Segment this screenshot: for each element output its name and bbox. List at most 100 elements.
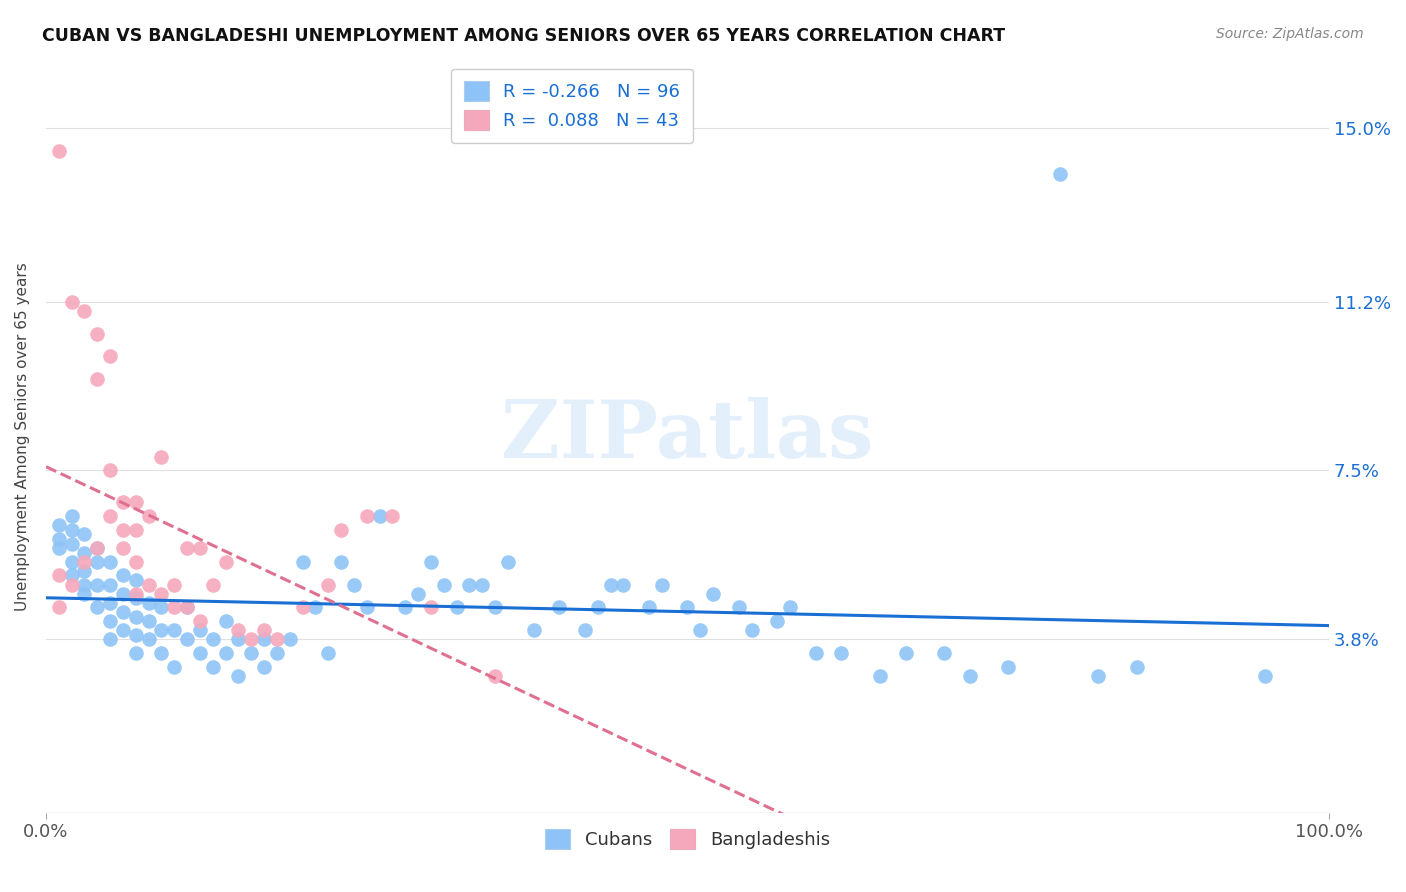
Point xyxy=(676,600,699,615)
Point xyxy=(188,646,211,660)
Point xyxy=(60,523,83,537)
Point xyxy=(48,518,70,533)
Point xyxy=(766,614,789,628)
Point xyxy=(394,600,416,615)
Point xyxy=(291,600,314,615)
Point xyxy=(266,646,288,660)
Point xyxy=(150,624,173,638)
Point xyxy=(176,632,198,647)
Point xyxy=(689,624,711,638)
Point xyxy=(997,660,1019,674)
Point xyxy=(612,577,634,591)
Point xyxy=(356,600,378,615)
Point xyxy=(73,587,96,601)
Point xyxy=(278,632,301,647)
Point xyxy=(484,600,506,615)
Point xyxy=(548,600,571,615)
Point xyxy=(111,568,134,582)
Point xyxy=(73,564,96,578)
Point xyxy=(163,600,186,615)
Point xyxy=(150,587,173,601)
Point xyxy=(176,541,198,555)
Point xyxy=(368,509,391,524)
Point xyxy=(125,495,148,509)
Point xyxy=(316,646,339,660)
Point xyxy=(98,509,121,524)
Point xyxy=(73,555,96,569)
Point xyxy=(86,372,108,386)
Legend: R = -0.266   N = 96, R =  0.088   N = 43: R = -0.266 N = 96, R = 0.088 N = 43 xyxy=(451,69,693,143)
Point xyxy=(253,624,276,638)
Point xyxy=(651,577,673,591)
Point xyxy=(266,632,288,647)
Point xyxy=(356,509,378,524)
Point xyxy=(959,669,981,683)
Point xyxy=(419,555,441,569)
Point xyxy=(599,577,621,591)
Point xyxy=(60,555,83,569)
Point xyxy=(125,646,148,660)
Point xyxy=(574,624,596,638)
Point xyxy=(98,596,121,610)
Point xyxy=(48,541,70,555)
Point xyxy=(586,600,609,615)
Point xyxy=(214,646,236,660)
Point xyxy=(111,605,134,619)
Point xyxy=(138,632,160,647)
Point xyxy=(60,536,83,550)
Y-axis label: Unemployment Among Seniors over 65 years: Unemployment Among Seniors over 65 years xyxy=(15,262,30,611)
Point xyxy=(60,577,83,591)
Point xyxy=(330,523,353,537)
Point xyxy=(1254,669,1277,683)
Point xyxy=(228,624,250,638)
Point xyxy=(48,568,70,582)
Point xyxy=(150,646,173,660)
Point xyxy=(1125,660,1147,674)
Point xyxy=(316,577,339,591)
Point xyxy=(86,326,108,341)
Point xyxy=(471,577,494,591)
Point xyxy=(60,294,83,309)
Point xyxy=(484,669,506,683)
Point xyxy=(727,600,749,615)
Point xyxy=(253,660,276,674)
Text: ZIPatlas: ZIPatlas xyxy=(502,397,873,475)
Point xyxy=(98,614,121,628)
Point xyxy=(932,646,955,660)
Point xyxy=(201,632,224,647)
Point xyxy=(1087,669,1109,683)
Point xyxy=(163,577,186,591)
Point xyxy=(98,350,121,364)
Point xyxy=(894,646,917,660)
Point xyxy=(86,541,108,555)
Point xyxy=(343,577,366,591)
Point xyxy=(138,509,160,524)
Point xyxy=(214,614,236,628)
Point xyxy=(381,509,404,524)
Point xyxy=(73,546,96,560)
Point xyxy=(458,577,481,591)
Point xyxy=(111,495,134,509)
Point xyxy=(125,523,148,537)
Point xyxy=(98,577,121,591)
Point xyxy=(138,577,160,591)
Point xyxy=(138,596,160,610)
Point xyxy=(804,646,827,660)
Text: Source: ZipAtlas.com: Source: ZipAtlas.com xyxy=(1216,27,1364,41)
Point xyxy=(1049,167,1071,181)
Point xyxy=(188,541,211,555)
Point xyxy=(86,555,108,569)
Point xyxy=(111,624,134,638)
Point xyxy=(125,587,148,601)
Point xyxy=(433,577,456,591)
Point xyxy=(176,600,198,615)
Point xyxy=(330,555,353,569)
Point xyxy=(111,541,134,555)
Point xyxy=(741,624,763,638)
Point xyxy=(406,587,429,601)
Point xyxy=(214,555,236,569)
Point xyxy=(638,600,661,615)
Point xyxy=(446,600,468,615)
Point xyxy=(60,568,83,582)
Point xyxy=(150,600,173,615)
